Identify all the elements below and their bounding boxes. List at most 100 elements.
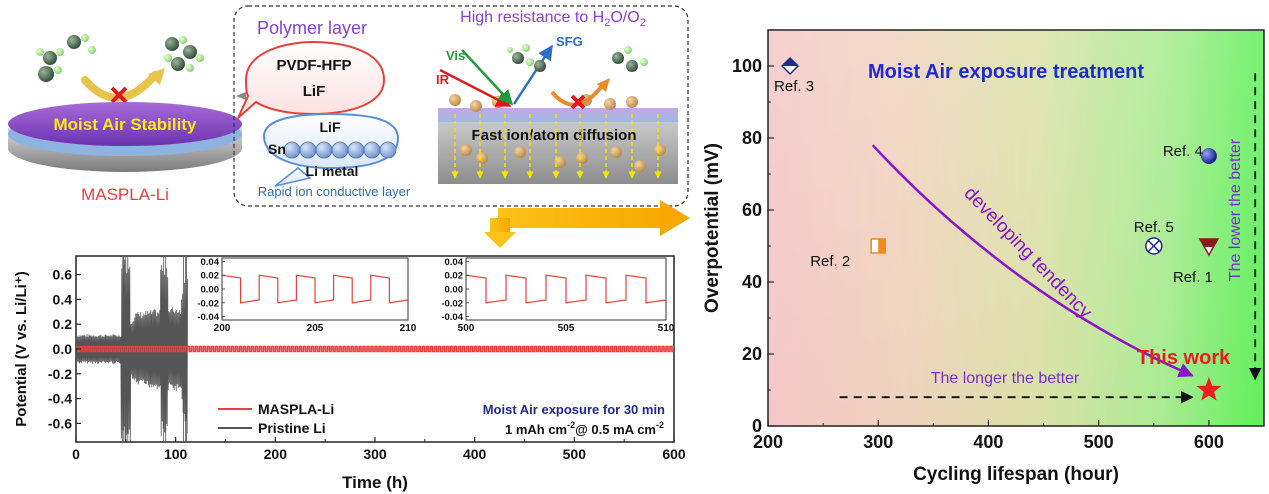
- marker-ref-1: Ref. 1: [1173, 238, 1220, 286]
- inset-series: [221, 274, 409, 304]
- plot2-y-tick-label: 0: [752, 416, 762, 436]
- plot2-x-tick-label: 500: [1084, 432, 1114, 452]
- series-maspla-li: [76, 345, 674, 353]
- plot1-y-tick-label: 0.0: [53, 341, 73, 357]
- plot2-x-tick-label: 300: [863, 432, 893, 452]
- sn-particle: [379, 141, 397, 159]
- sfg-label: SFG: [556, 34, 583, 49]
- plot1-x-tick-label: 200: [264, 446, 288, 462]
- resistance-mid: O/O: [610, 9, 639, 26]
- inset-y-tick-label: 0.02: [201, 271, 220, 282]
- inset-y-tick-label: 0.02: [445, 271, 464, 282]
- inset-x-tick-label: 205: [307, 323, 324, 334]
- inset-y-tick-label: 0.04: [201, 257, 220, 268]
- plot1-y-tick-label: 0.6: [53, 267, 73, 283]
- ref-label: Ref. 1: [1173, 269, 1213, 286]
- plot1-y-tick-label: 0.2: [53, 316, 73, 332]
- inset-x-tick-label: 200: [214, 323, 231, 334]
- vis-beam: [461, 49, 514, 106]
- resistance-title: High resistance to H2O/O2: [460, 9, 646, 29]
- ion-particle: [554, 156, 566, 168]
- polymer-title: Polymer layer: [257, 18, 367, 38]
- plot1-y-tick-label: -0.4: [48, 391, 72, 407]
- conductive-layer: [262, 112, 400, 187]
- legend-pristine: Pristine Li: [258, 420, 326, 436]
- marker-ref-5: Ref. 5: [1134, 219, 1174, 255]
- plot2-x-tick-label: 600: [1194, 432, 1224, 452]
- resistance-title-pre: High resistance to H: [460, 9, 604, 26]
- layer-lif: LiF: [320, 119, 341, 135]
- ion-particle: [634, 160, 646, 172]
- inset-x-tick-label: 210: [400, 323, 417, 334]
- plot2-y-tick-label: 20: [742, 344, 762, 364]
- ref-label: Ref. 2: [810, 253, 850, 270]
- marker-this-work: This work: [1137, 347, 1231, 401]
- bubble-line2: LiF: [303, 83, 326, 100]
- inset-plot-1: 200 205 210 0.04 0.02 0.00 -0.02 -0.04: [197, 257, 416, 334]
- plot1-y-tick-label: -0.2: [48, 366, 72, 382]
- plot1-x-tick-label: 500: [563, 446, 587, 462]
- sfg-beam: [512, 44, 554, 105]
- plot1-x-tick-label: 300: [363, 446, 387, 462]
- surface-molecules: [507, 44, 648, 72]
- plot1-annotation-title: Moist Air exposure for 30 min: [483, 402, 665, 417]
- polymer-bubble: [237, 40, 386, 119]
- inset-x-tick-label: 500: [458, 323, 475, 334]
- plot1-y-tick-label: 0.4: [53, 291, 73, 307]
- lower-better-label: The lower the better: [1227, 138, 1244, 281]
- layer-sn: Sn: [268, 141, 286, 157]
- ion-particle: [449, 94, 461, 106]
- plot1-y-axis-label: Potential (V vs. Li/Li⁺): [13, 271, 30, 426]
- plot2-y-tick-label: 60: [742, 200, 762, 220]
- cross-section-slab: [438, 108, 678, 184]
- layer-li: Li metal: [306, 163, 359, 179]
- plot2-title: Moist Air exposure treatment: [868, 61, 1144, 83]
- inset-y-tick-label: -0.04: [441, 312, 463, 323]
- rapid-caption: Rapid ion conductive layer: [258, 184, 411, 199]
- diffusion-label: Fast ion/atom diffusion: [472, 127, 637, 144]
- sn-particle: [347, 141, 365, 159]
- sn-particle: [363, 141, 381, 159]
- ion-particle: [476, 152, 488, 164]
- ion-particle: [626, 96, 638, 108]
- inset-y-tick-label: 0.04: [445, 257, 464, 268]
- ion-particle: [604, 98, 616, 110]
- plot2-y-tick-label: 80: [742, 128, 762, 148]
- disk-label: Moist Air Stability: [54, 115, 197, 134]
- ref-label: Ref. 4: [1163, 143, 1203, 160]
- ion-particle: [610, 146, 622, 158]
- inset-plot-2: 500 505 510 0.04 0.02 0.00 -0.02 -0.04: [441, 257, 674, 334]
- bubble-line1: PVDF-HFP: [277, 57, 352, 74]
- sn-particle: [331, 141, 349, 159]
- plot1-x-tick-label: 600: [662, 446, 686, 462]
- legend-maspla: MASPLA-Li: [258, 401, 334, 417]
- plot1-annotation-condition: 1 mAh cm-2@ 0.5 mA cm-2: [505, 420, 664, 437]
- voltage-plot: 0 100 200 300 400 500 600 -0.6 -0.4 -0.2 0.0 0.2 0.4…: [13, 255, 686, 492]
- ion-particle: [654, 144, 666, 156]
- inset-series: [465, 274, 667, 304]
- ion-particle: [470, 100, 482, 112]
- diffusion-particles: [449, 94, 666, 179]
- cond-sup2: -2: [656, 420, 664, 430]
- marker-ref-2: Ref. 2: [810, 238, 886, 270]
- vis-label: Vis: [446, 48, 465, 63]
- overpotential-plot: 200 300 400 500 600 0 20 40 60 80 100 Moist Air ex…: [702, 29, 1265, 485]
- plot2-y-tick-label: 100: [732, 56, 762, 76]
- h2o-molecule-left: [36, 34, 96, 82]
- connector-arrow: [484, 200, 690, 248]
- inset-x-tick-label: 510: [658, 323, 675, 334]
- plot1-x-tick-label: 0: [72, 446, 80, 462]
- cond-mid: @ 0.5 mA cm: [575, 422, 656, 437]
- plot2-x-axis-label: Cycling lifespan (hour): [913, 464, 1119, 485]
- schematic-panel: Moist Air Stability MASPLA-Li Polymer la…: [8, 5, 689, 207]
- ion-particle: [576, 152, 588, 164]
- this-work-label: This work: [1137, 347, 1231, 369]
- inset-y-tick-label: 0.00: [201, 285, 220, 296]
- sn-particle: [283, 141, 301, 159]
- sn-particle: [315, 141, 333, 159]
- inset-y-tick-label: 0.00: [445, 285, 464, 296]
- plot2-x-tick-label: 400: [973, 432, 1003, 452]
- ref-label: Ref. 3: [774, 78, 814, 95]
- plot1-x-tick-label: 400: [463, 446, 487, 462]
